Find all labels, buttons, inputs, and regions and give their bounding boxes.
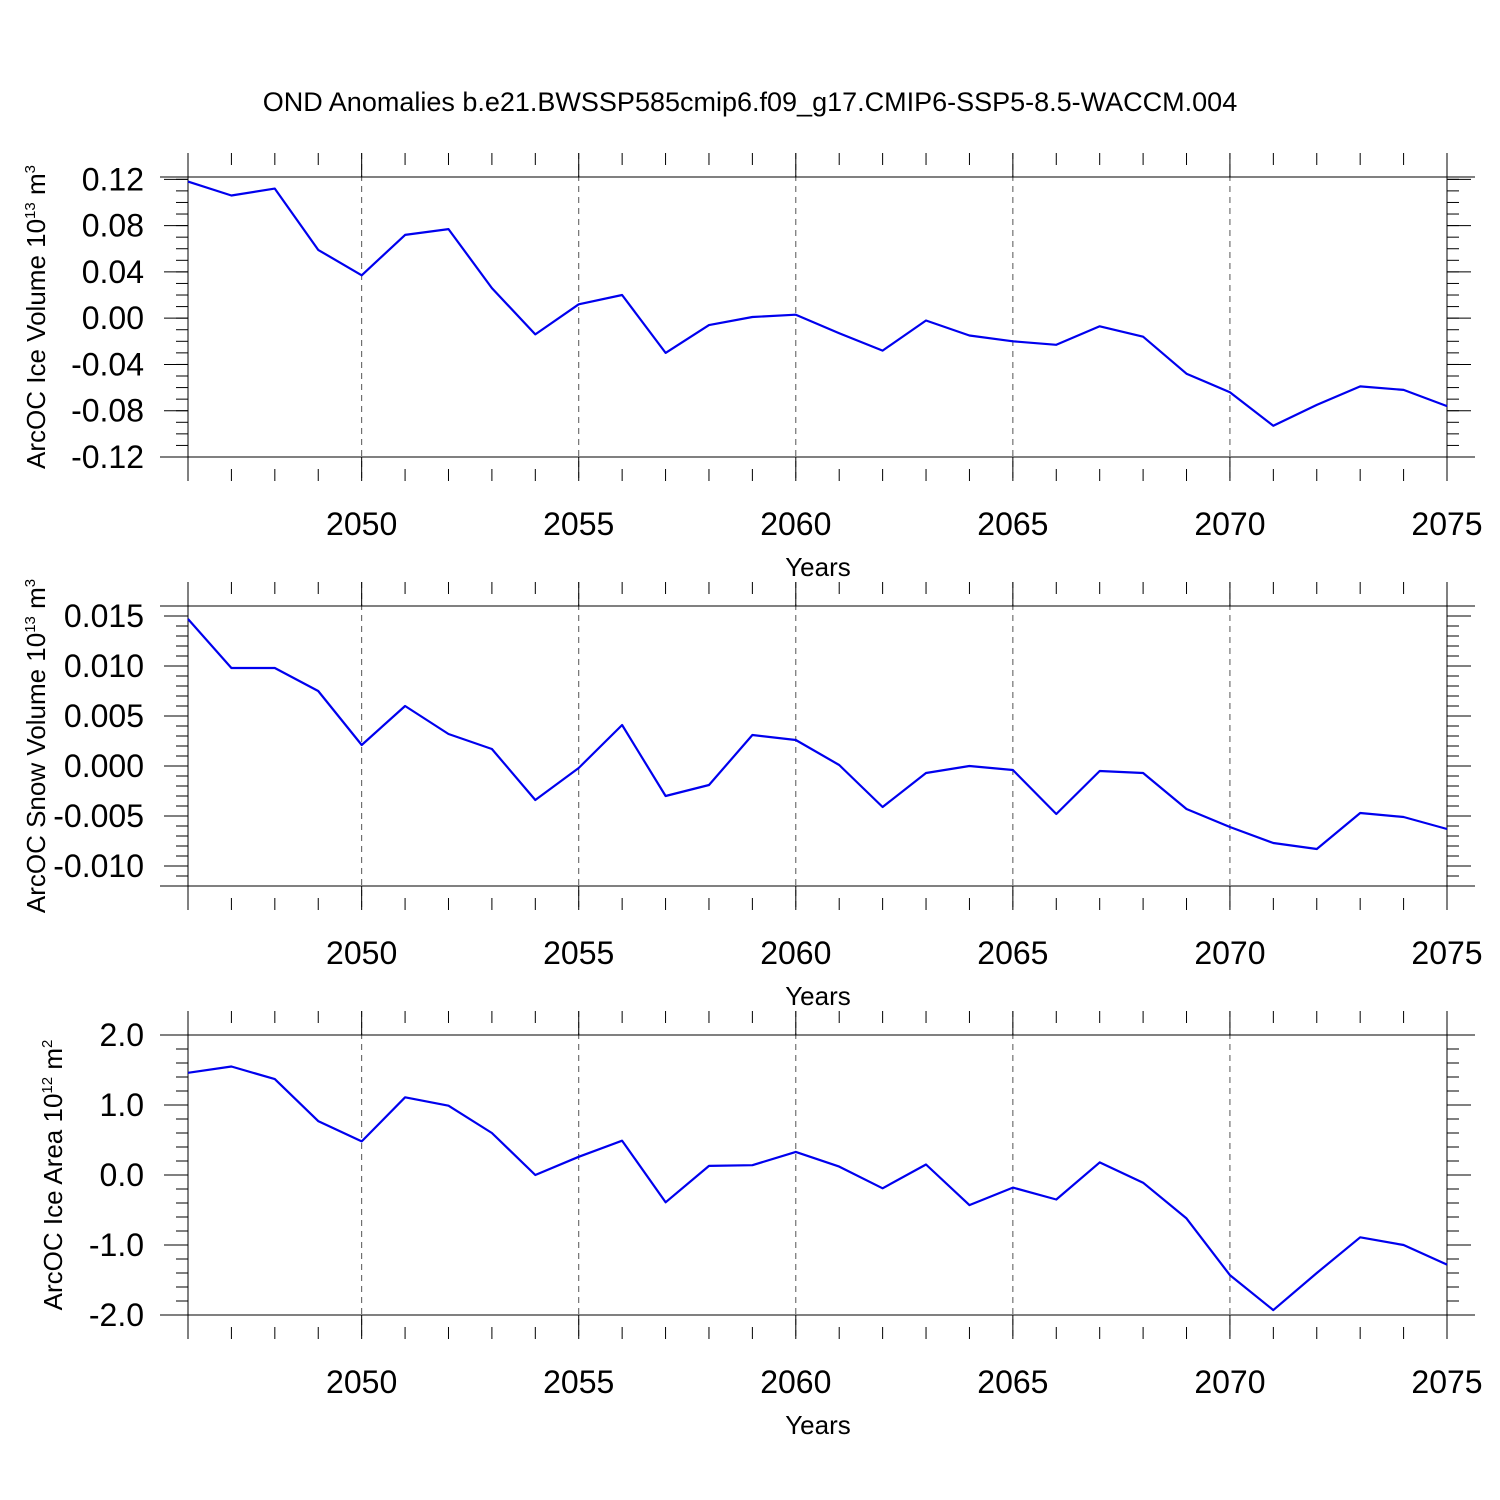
x-tick-label: 2055: [543, 1364, 614, 1400]
y-tick-label: 0.010: [64, 648, 144, 684]
series-line-ice-volume: [187, 180, 1448, 427]
y-tick-label: 0.005: [64, 698, 144, 734]
y-tick-label: 0.000: [64, 748, 144, 784]
x-axis-title: Years: [785, 1410, 851, 1440]
x-tick-label: 2070: [1194, 935, 1265, 971]
y-axis-title-exponent: 12: [39, 1077, 56, 1094]
y-tick-label: 0.12: [82, 161, 144, 197]
x-tick-label: 2065: [977, 935, 1048, 971]
y-tick-label: 0.015: [64, 598, 144, 634]
panel-snow-volume: -0.010 -0.005 0.000 0.005 0.010 0.015 2050 2055…: [21, 579, 1483, 1011]
y-tick-label: 0.0: [100, 1157, 144, 1193]
y-tick-label: -1.0: [89, 1227, 144, 1263]
y-axis-title-exponent: 13: [22, 616, 39, 633]
x-tick-label: 2070: [1194, 1364, 1265, 1400]
y-axis-title-text: ArcOC Ice Volume 10: [21, 219, 51, 469]
y-axis-title-unit-exponent: 3: [22, 165, 39, 173]
x-tick-label: 2075: [1411, 1364, 1482, 1400]
x-tick-label: 2065: [977, 506, 1048, 542]
panels-container: -0.12 -0.08 -0.04 0.00 0.04 0.08 0.12 2050 2055 2…: [21, 153, 1483, 1440]
y-axis-title-unit-exponent: 3: [22, 579, 39, 587]
y-tick-label: 0.04: [82, 254, 144, 290]
y-tick-label: -2.0: [89, 1297, 144, 1333]
x-tick-label: 2060: [760, 506, 831, 542]
x-tick-label: 2050: [326, 935, 397, 971]
x-tick-label: 2060: [760, 935, 831, 971]
y-axis-title-unit: m: [38, 1048, 68, 1077]
y-axis-title: ArcOC Ice Area 1012 m2: [38, 1040, 68, 1311]
x-axis-title: Years: [785, 552, 851, 582]
y-tick-label: -0.005: [53, 798, 144, 834]
x-tick-label: 2050: [326, 506, 397, 542]
y-tick-label: 0.00: [82, 300, 144, 336]
y-tick-label: 1.0: [100, 1087, 144, 1123]
x-tick-label: 2065: [977, 1364, 1048, 1400]
series-line-ice-area: [187, 1065, 1448, 1312]
y-tick-label: -0.08: [71, 393, 144, 429]
y-tick-label: 0.08: [82, 208, 144, 244]
y-axis-title-unit: m: [21, 587, 51, 616]
x-tick-label: 2075: [1411, 506, 1482, 542]
y-tick-label: -0.12: [71, 439, 144, 475]
x-tick-label: 2055: [543, 506, 614, 542]
x-tick-label: 2055: [543, 935, 614, 971]
y-axis-title-unit: m: [21, 173, 51, 202]
y-axis-title: ArcOC Snow Volume 1013 m3: [21, 579, 51, 913]
x-tick-label: 2060: [760, 1364, 831, 1400]
panel-ice-volume: -0.12 -0.08 -0.04 0.00 0.04 0.08 0.12 2050 2055 2…: [21, 153, 1483, 582]
y-tick-label: 2.0: [100, 1017, 144, 1053]
chart-title: OND Anomalies b.e21.BWSSP585cmip6.f09_g1…: [263, 87, 1237, 117]
x-tick-label: 2075: [1411, 935, 1482, 971]
y-axis-title: ArcOC Ice Volume 1013 m3: [21, 165, 51, 469]
y-axis-title-text: ArcOC Snow Volume 10: [21, 633, 51, 913]
y-axis-title-unit-exponent: 2: [39, 1040, 56, 1048]
x-tick-label: 2050: [326, 1364, 397, 1400]
series-line-snow-volume: [187, 618, 1448, 851]
x-tick-label: 2070: [1194, 506, 1265, 542]
y-axis-title-text: ArcOC Ice Area 10: [38, 1094, 68, 1311]
y-tick-label: -0.04: [71, 346, 144, 382]
panel-ice-area: -2.0 -1.0 0.0 1.0 2.0 2050 2055 2060 2065 2070 207…: [38, 1011, 1483, 1440]
y-tick-label: -0.010: [53, 848, 144, 884]
x-axis-title: Years: [785, 981, 851, 1011]
y-axis-title-exponent: 13: [22, 202, 39, 219]
